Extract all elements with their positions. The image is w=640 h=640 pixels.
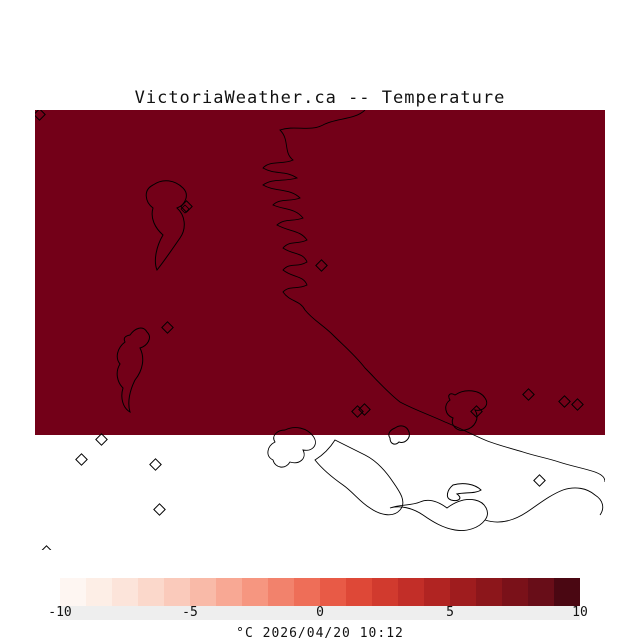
- colorbar-segment-10: [320, 578, 346, 606]
- map-background: [35, 110, 605, 550]
- colorbar-segment-3: [138, 578, 164, 606]
- tick-label-2: 0: [316, 605, 324, 620]
- colorbar-segment-15: [450, 578, 476, 606]
- legend: -10 -5 0 5 10 °C 2026/04/20 10:12: [60, 578, 580, 640]
- tick-label-4: 10: [572, 605, 588, 620]
- tick-label-3: 5: [446, 605, 454, 620]
- no-data-region: [35, 435, 605, 550]
- tick-label-1: -5: [182, 605, 198, 620]
- colorbar-segment-16: [476, 578, 502, 606]
- colorbar-segment-1: [86, 578, 112, 606]
- colorbar-segment-9: [294, 578, 320, 606]
- colorbar-segment-8: [268, 578, 294, 606]
- colorbar-segment-14: [424, 578, 450, 606]
- colorbar-segment-4: [164, 578, 190, 606]
- weather-map-page: VictoriaWeather.ca -- Temperature: [0, 0, 640, 640]
- temperature-data-region: [35, 110, 605, 435]
- tick-label-0: -10: [48, 605, 71, 620]
- colorbar-segment-11: [346, 578, 372, 606]
- colorbar-segment-7: [242, 578, 268, 606]
- colorbar: [60, 578, 580, 606]
- colorbar-tick-row: -10 -5 0 5 10: [60, 606, 580, 620]
- colorbar-segment-19: [554, 578, 580, 606]
- colorbar-segment-6: [216, 578, 242, 606]
- page-title: VictoriaWeather.ca -- Temperature: [0, 88, 640, 108]
- legend-caption: °C 2026/04/20 10:12: [60, 626, 580, 640]
- colorbar-segment-12: [372, 578, 398, 606]
- colorbar-segment-0: [60, 578, 86, 606]
- colorbar-segment-13: [398, 578, 424, 606]
- colorbar-segment-18: [528, 578, 554, 606]
- colorbar-segment-2: [112, 578, 138, 606]
- colorbar-segment-5: [190, 578, 216, 606]
- colorbar-segment-17: [502, 578, 528, 606]
